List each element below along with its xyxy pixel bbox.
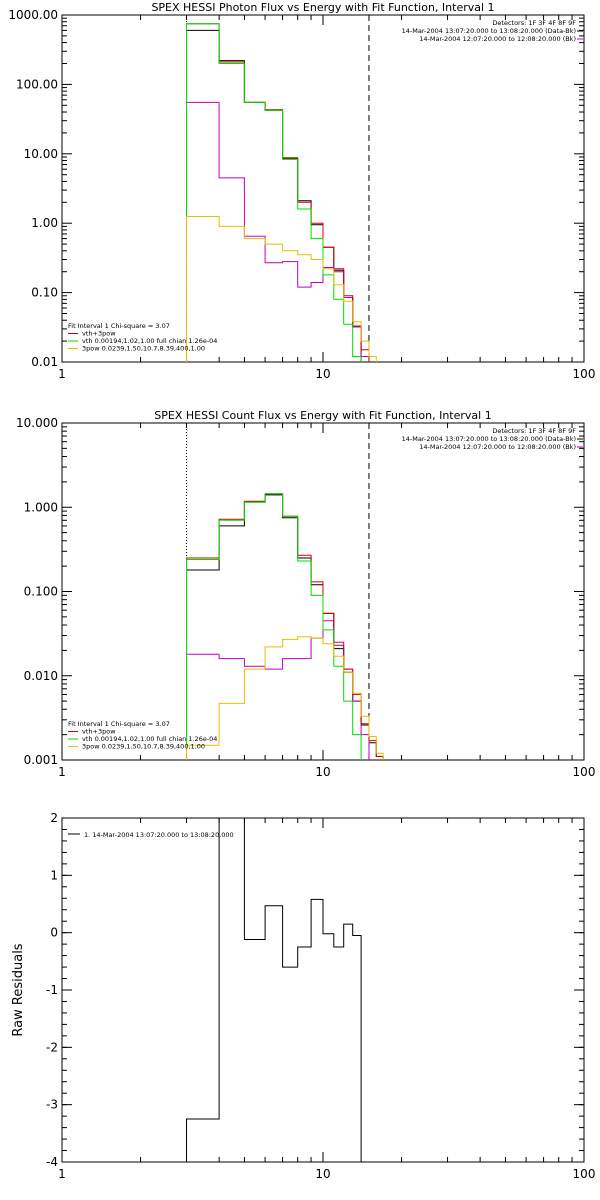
panel-1-series-line-2	[186, 101, 370, 362]
panel-2-y-tick-label: 0.100	[24, 585, 58, 599]
panel-3-y-axis-label: Raw Residuals	[11, 943, 26, 1036]
panel-2-x-tick-label: 100	[573, 765, 596, 779]
panel-2-x-tick-label: 10	[315, 765, 330, 779]
panel-1-legend-top-text: 14-Mar-2004 13:07:20.000 to 13:08:20.000…	[402, 27, 576, 35]
panel-2-y-tick-label: 1.000	[24, 500, 58, 514]
panel-3-y-tick-label: 2	[50, 811, 58, 825]
panel-3-x-tick-label: 10	[315, 1167, 330, 1181]
panel-2-legend-bottom-text: vth+3pow	[82, 728, 116, 736]
panel-1-legend-bottom-text: vth 0.00194,1.02,1.00 full chian 1.26e-0…	[82, 337, 217, 345]
panel-1-x-tick-label: 1	[58, 367, 66, 381]
panel-2-y-tick-label: 10.000	[16, 416, 58, 430]
panel-1-legend-bottom-text: vth+3pow	[82, 330, 116, 338]
panel-1-y-tick-label: 1.00	[31, 216, 58, 230]
panel-1-plot-frame	[61, 14, 585, 363]
panel-3-series-line-1	[186, 817, 362, 1162]
panel-2-series-line-4	[186, 493, 362, 760]
panel-2-series-line-5	[186, 636, 384, 760]
panel-1-series-line-4	[186, 23, 362, 362]
panel-3-legend-text: 1. 14-Mar-2004 13:07:20.000 to 13:08:20.…	[84, 831, 234, 839]
panel-3-y-tick-label: -4	[46, 1155, 58, 1169]
panel-3-plot-frame	[61, 817, 585, 1163]
panel-1-x-tick-label: 100	[573, 367, 596, 381]
panel-1-legend-bottom-text: 3pow 0.0239,1.50,10.7,8.39,400,1.00	[82, 345, 205, 353]
panel-1-y-tick-label: 10.00	[24, 147, 58, 161]
panel-2-legend-bottom-text: vth 0.00194,1.02,1.00 full chian 1.26e-0…	[82, 735, 217, 743]
panel-1-y-tick-label: 100.00	[16, 77, 58, 91]
panel-1-legend-top-text: Detectors: 1F 3F 4F 8F 9F	[492, 19, 576, 27]
panel-1-legend-top-text: 14-Mar-2004 12:07:20.000 to 12:08:20.000…	[419, 35, 576, 43]
panel-2-series-line-1	[186, 494, 384, 760]
panel-2-x-tick-label: 1	[58, 765, 66, 779]
panel-3-x-tick-label: 100	[573, 1167, 596, 1181]
panel-2-legend-top-text: 14-Mar-2004 12:07:20.000 to 12:08:20.000…	[419, 443, 576, 451]
panel-1-series-line-3	[186, 23, 370, 362]
panel-3-y-tick-label: 1	[50, 868, 58, 882]
panel-2-y-tick-label: 0.001	[24, 753, 58, 767]
panel-3-y-tick-label: -3	[46, 1098, 58, 1112]
panel-2-chart-title: SPEX HESSI Count Flux vs Energy with Fit…	[154, 409, 491, 422]
panel-1-y-tick-label: 0.10	[31, 286, 58, 300]
panel-1-y-tick-label: 0.01	[31, 355, 58, 369]
panel-3-x-tick-label: 1	[58, 1167, 66, 1181]
panel-2-legend-bottom-text: Fit Interval 1 Chi-square = 3.07	[68, 720, 170, 728]
panel-3-y-tick-label: 0	[50, 926, 58, 940]
panel-2-y-tick-label: 0.010	[24, 669, 58, 683]
panel-2-legend-bottom-text: 3pow 0.0239,1.50,10.7,8.39,400,1.00	[82, 743, 205, 751]
panel-1-series-line-1	[186, 29, 362, 362]
panel-1-legend-bottom-text: Fit Interval 1 Chi-square = 3.07	[68, 322, 170, 330]
panel-3-y-tick-label: -1	[46, 983, 58, 997]
panel-1-y-tick-label: 1000.00	[8, 8, 58, 22]
panel-3-y-tick-label: -2	[46, 1040, 58, 1054]
panel-2-series-line-3	[186, 493, 384, 760]
panel-2-legend-top-text: 14-Mar-2004 13:07:20.000 to 13:08:20.000…	[402, 435, 576, 443]
panel-1-x-tick-label: 10	[315, 367, 330, 381]
panel-1-series-line-5	[186, 216, 377, 362]
panel-1-chart-title: SPEX HESSI Photon Flux vs Energy with Fi…	[151, 1, 494, 14]
panel-2-legend-top-text: Detectors: 1F 3F 4F 8F 9F	[492, 427, 576, 435]
